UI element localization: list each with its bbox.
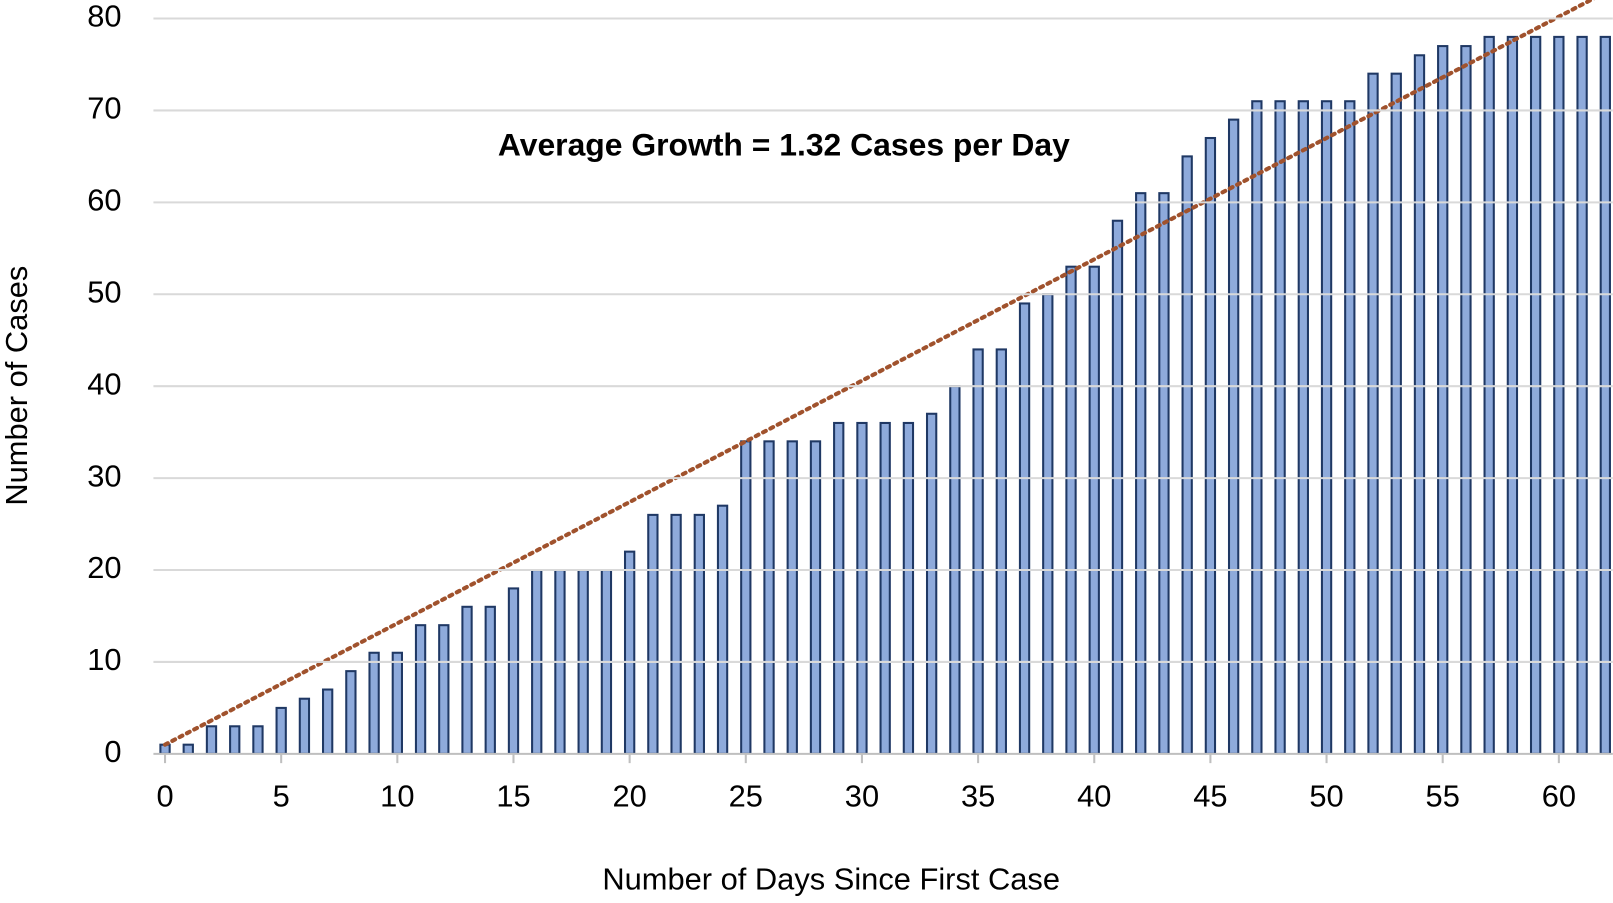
- bar: [229, 725, 241, 754]
- bar: [1042, 293, 1054, 754]
- bar: [1344, 100, 1356, 754]
- bar: [298, 697, 311, 754]
- x-tick-label: 50: [1309, 778, 1343, 813]
- bar: [205, 725, 218, 754]
- x-tick-label: 40: [1077, 778, 1111, 813]
- bar: [995, 348, 1007, 754]
- bar: [1320, 100, 1333, 754]
- bar: [879, 421, 891, 754]
- x-tick-label: 45: [1193, 778, 1227, 813]
- bar: [345, 670, 357, 754]
- bar: [438, 624, 450, 754]
- bar: [972, 348, 984, 754]
- bar: [1413, 54, 1426, 754]
- y-tick-label: 20: [87, 550, 121, 585]
- bar: [1088, 265, 1100, 754]
- bar: [182, 743, 194, 754]
- bar: [461, 605, 473, 754]
- bar: [1483, 35, 1495, 754]
- bar: [693, 513, 705, 754]
- bar: [391, 651, 403, 754]
- plot-area: [159, 0, 1611, 754]
- bar: [833, 421, 845, 754]
- bar: [1390, 72, 1402, 754]
- y-tick-label: 40: [87, 366, 121, 401]
- bar: [1437, 45, 1449, 754]
- bar: [507, 587, 520, 754]
- bar: [1506, 35, 1519, 754]
- bar: [414, 624, 427, 754]
- bar: [1227, 118, 1240, 754]
- bar: [856, 421, 868, 754]
- x-tick-label: 10: [380, 778, 414, 813]
- bar: [1460, 45, 1472, 754]
- bar: [1251, 100, 1263, 754]
- bar: [484, 605, 496, 754]
- bar: [670, 513, 682, 754]
- x-tick-label: 15: [496, 778, 530, 813]
- x-tick-label: 5: [273, 778, 290, 813]
- bar: [1111, 219, 1124, 754]
- bar: [1065, 265, 1077, 754]
- annotation: Average Growth = 1.32 Cases per Day: [498, 126, 1070, 162]
- bar: [1274, 100, 1286, 754]
- bar: [1204, 136, 1217, 754]
- y-tick-label: 70: [87, 91, 121, 126]
- x-tick-label: 0: [156, 778, 173, 813]
- bar: [763, 440, 775, 754]
- bar: [321, 688, 334, 754]
- x-tick-label: 35: [961, 778, 995, 813]
- bar: [275, 706, 287, 754]
- x-tick-label: 25: [729, 778, 763, 813]
- bar: [1529, 35, 1542, 754]
- bar: [368, 651, 380, 754]
- bar: [1297, 100, 1309, 754]
- bar: [1367, 72, 1379, 754]
- bar: [252, 725, 264, 754]
- x-tick-label: 30: [845, 778, 879, 813]
- trendline: [162, 0, 1596, 747]
- bar: [1599, 35, 1611, 754]
- bar: [809, 440, 822, 754]
- bar: [647, 513, 659, 754]
- y-tick-label: 50: [87, 274, 121, 309]
- bar: [716, 504, 729, 754]
- y-tick-label: 0: [104, 734, 121, 769]
- bar: [902, 421, 915, 754]
- x-axis-label: Number of Days Since First Case: [602, 862, 1060, 897]
- bar: [786, 440, 798, 754]
- y-tick-label: 10: [87, 642, 121, 677]
- bar: [1135, 192, 1147, 754]
- bar: [1018, 302, 1031, 754]
- x-tick-label: 60: [1542, 778, 1576, 813]
- x-tick-label: 55: [1426, 778, 1460, 813]
- bar: [1158, 192, 1170, 754]
- bar: [1576, 35, 1588, 754]
- x-tick-label: 20: [612, 778, 646, 813]
- y-tick-label: 80: [87, 0, 121, 34]
- y-tick-label: 30: [87, 458, 121, 493]
- y-tick-label: 60: [87, 183, 121, 218]
- bar: [1553, 35, 1565, 754]
- y-axis-label: Number of Cases: [0, 266, 34, 506]
- bar: [925, 412, 938, 754]
- bar: [740, 440, 752, 754]
- bar: [1181, 155, 1193, 754]
- bar: [623, 550, 636, 754]
